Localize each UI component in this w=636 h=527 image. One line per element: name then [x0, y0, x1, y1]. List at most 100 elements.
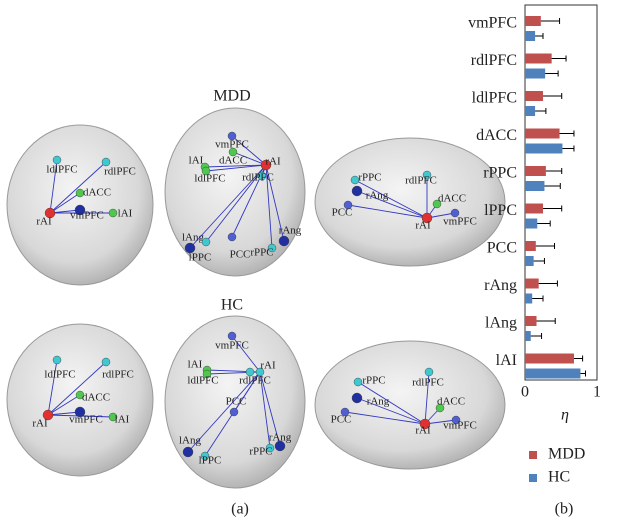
bar	[525, 91, 543, 101]
node-label: rAI	[36, 216, 52, 228]
node	[432, 199, 442, 209]
connection	[265, 164, 285, 242]
node	[42, 409, 54, 421]
node	[351, 392, 363, 404]
connection	[47, 361, 107, 416]
brain	[314, 137, 506, 267]
panel-label: (b)	[555, 501, 574, 518]
node-label: rdlPFC	[405, 175, 437, 187]
node	[227, 331, 237, 341]
node-label: dACC	[83, 187, 111, 199]
node	[182, 446, 194, 458]
brain	[314, 340, 506, 470]
node-label: lPPC	[199, 455, 222, 467]
group-title: HC	[221, 297, 243, 314]
node	[108, 412, 118, 422]
node-label: rAng	[367, 396, 390, 408]
connection	[347, 204, 428, 219]
connection	[47, 359, 58, 416]
node-label: vmPFC	[215, 139, 249, 151]
node	[228, 147, 238, 157]
y-tick-label: lAng	[485, 314, 517, 331]
bar	[525, 218, 538, 229]
y-tick-label: PCC	[487, 239, 517, 256]
node-label: rdlPFC	[239, 375, 271, 387]
node-label: lAI	[118, 208, 133, 220]
node	[343, 200, 353, 210]
bar	[525, 203, 543, 214]
node-label: lAng	[179, 435, 202, 447]
node-label: lPPC	[189, 252, 212, 264]
bar	[525, 128, 560, 139]
node	[44, 207, 56, 219]
connection	[265, 164, 273, 249]
connection	[356, 397, 426, 425]
node-label: rAng	[279, 225, 302, 237]
node-label: ldlPFC	[187, 375, 218, 387]
node-label: rPPC	[249, 446, 272, 458]
bar	[525, 68, 546, 79]
y-tick-label: rdlPFC	[471, 52, 517, 69]
node	[229, 407, 239, 417]
node-label: lAng	[182, 232, 205, 244]
node	[52, 355, 62, 365]
node	[108, 208, 118, 218]
connection	[49, 192, 81, 214]
node-label: ldlPFC	[46, 164, 77, 176]
bar	[525, 316, 537, 326]
group-title: MDD	[213, 88, 250, 105]
node-label: PCC	[226, 396, 247, 408]
bar	[525, 16, 541, 26]
connection	[49, 161, 107, 214]
y-tick-label: ldlPFC	[472, 89, 517, 106]
connection	[47, 394, 81, 416]
legend-label: HC	[548, 469, 570, 486]
node-label: dACC	[437, 396, 465, 408]
connection	[232, 151, 267, 166]
node	[421, 212, 433, 224]
node	[52, 155, 62, 165]
node-label: rAI	[415, 425, 431, 437]
node	[278, 235, 290, 247]
bar	[525, 241, 536, 251]
y-tick-label: rPPC	[483, 164, 517, 181]
node	[74, 406, 86, 418]
node-label: PCC	[331, 414, 352, 426]
brain	[6, 323, 154, 477]
bar	[525, 31, 536, 41]
node	[257, 171, 267, 181]
connection	[356, 190, 428, 219]
connection	[231, 135, 267, 166]
node-label: rAI	[265, 156, 281, 168]
connection	[357, 381, 426, 425]
y-tick-label: lAI	[496, 352, 517, 369]
y-tick-label: vmPFC	[468, 14, 517, 31]
node-label: rAng	[366, 190, 389, 202]
node-label: rdlPFC	[102, 369, 134, 381]
bar	[525, 143, 563, 154]
legend-label: MDD	[548, 446, 585, 463]
node-label: ldlPFC	[44, 369, 75, 381]
connection	[49, 159, 58, 214]
connection	[205, 164, 267, 172]
connection	[231, 335, 261, 373]
bar	[525, 53, 552, 64]
node	[184, 242, 196, 254]
plot-frame	[524, 4, 598, 381]
x-axis-label: η	[561, 407, 569, 424]
node	[419, 418, 431, 430]
node-label: rdlPFC	[104, 166, 136, 178]
node-label: rAI	[260, 360, 276, 372]
node	[422, 170, 432, 180]
legend-swatch	[529, 474, 537, 482]
connection	[205, 164, 267, 243]
connection	[424, 371, 430, 425]
node	[75, 188, 85, 198]
node-label: rAng	[269, 432, 292, 444]
node-label: lAI	[115, 414, 130, 426]
node-label: rAI	[32, 418, 48, 430]
bar	[525, 278, 539, 289]
x-tick-label: 0	[521, 384, 529, 401]
node	[101, 157, 111, 167]
node	[424, 367, 434, 377]
